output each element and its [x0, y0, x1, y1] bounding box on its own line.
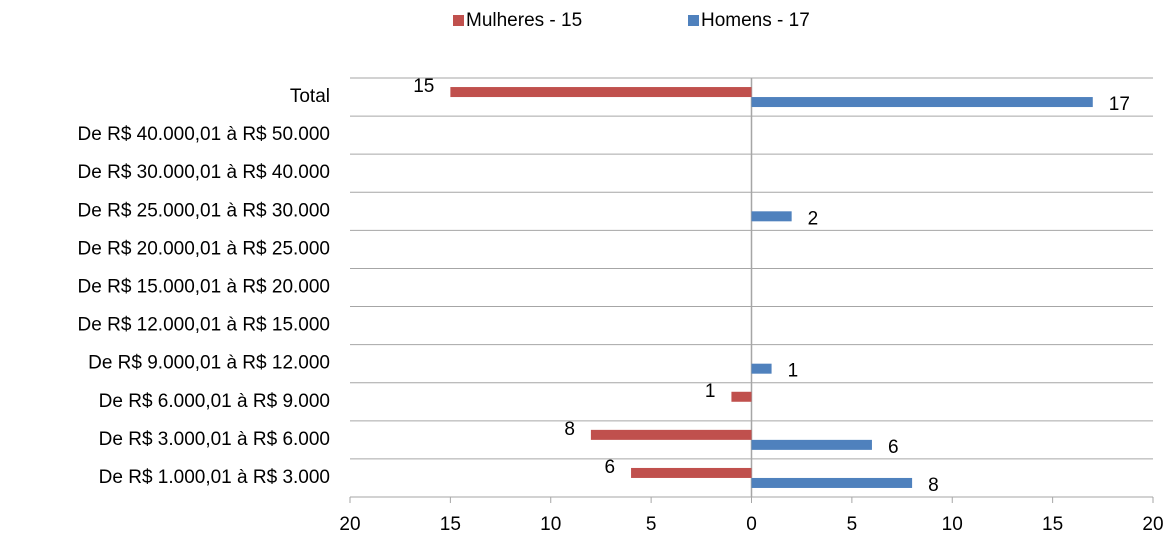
- bar: [751, 211, 792, 222]
- legend-label: Homens - 17: [701, 10, 810, 31]
- bar: [751, 477, 913, 488]
- legend-swatch: [688, 15, 699, 26]
- x-tick-label: 20: [1142, 514, 1163, 535]
- data-label: 17: [1109, 94, 1130, 115]
- data-label: 1: [788, 361, 799, 382]
- bar: [631, 467, 752, 478]
- x-tick-label: 5: [646, 514, 657, 535]
- bar: [751, 439, 872, 450]
- y-tick-label: De R$ 25.000,01 à R$ 30.000: [78, 200, 330, 221]
- data-label: 6: [888, 437, 899, 458]
- y-tick-label: De R$ 6.000,01 à R$ 9.000: [99, 391, 330, 412]
- bar: [590, 429, 752, 440]
- y-tick-label: De R$ 20.000,01 à R$ 25.000: [78, 238, 330, 259]
- y-tick-label: De R$ 12.000,01 à R$ 15.000: [78, 315, 330, 336]
- data-label: 8: [564, 419, 575, 440]
- y-tick-label: De R$ 30.000,01 à R$ 40.000: [78, 162, 330, 183]
- y-tick-label: De R$ 9.000,01 à R$ 12.000: [88, 353, 330, 374]
- x-tick-label: 5: [847, 514, 858, 535]
- bar: [751, 97, 1093, 108]
- bar: [450, 87, 752, 98]
- legend-swatch: [453, 15, 464, 26]
- x-tick-label: 15: [440, 514, 461, 535]
- y-tick-label: De R$ 40.000,01 à R$ 50.000: [78, 124, 330, 145]
- data-label: 2: [808, 208, 819, 229]
- data-label: 8: [928, 475, 939, 496]
- bar: [751, 363, 772, 374]
- x-tick-label: 20: [339, 514, 360, 535]
- y-tick-label: De R$ 3.000,01 à R$ 6.000: [99, 429, 330, 450]
- data-label: 1: [705, 381, 716, 402]
- x-tick-label: 0: [746, 514, 757, 535]
- x-tick-label: 10: [540, 514, 561, 535]
- data-label: 6: [604, 457, 615, 478]
- x-tick-label: 10: [942, 514, 963, 535]
- x-tick-label: 15: [1042, 514, 1063, 535]
- legend-label: Mulheres - 15: [466, 10, 582, 31]
- y-tick-label: De R$ 1.000,01 à R$ 3.000: [99, 467, 330, 488]
- y-tick-label: Total: [290, 86, 330, 107]
- data-label: 15: [413, 76, 434, 97]
- y-tick-label: De R$ 15.000,01 à R$ 20.000: [78, 277, 330, 298]
- bar: [731, 391, 752, 402]
